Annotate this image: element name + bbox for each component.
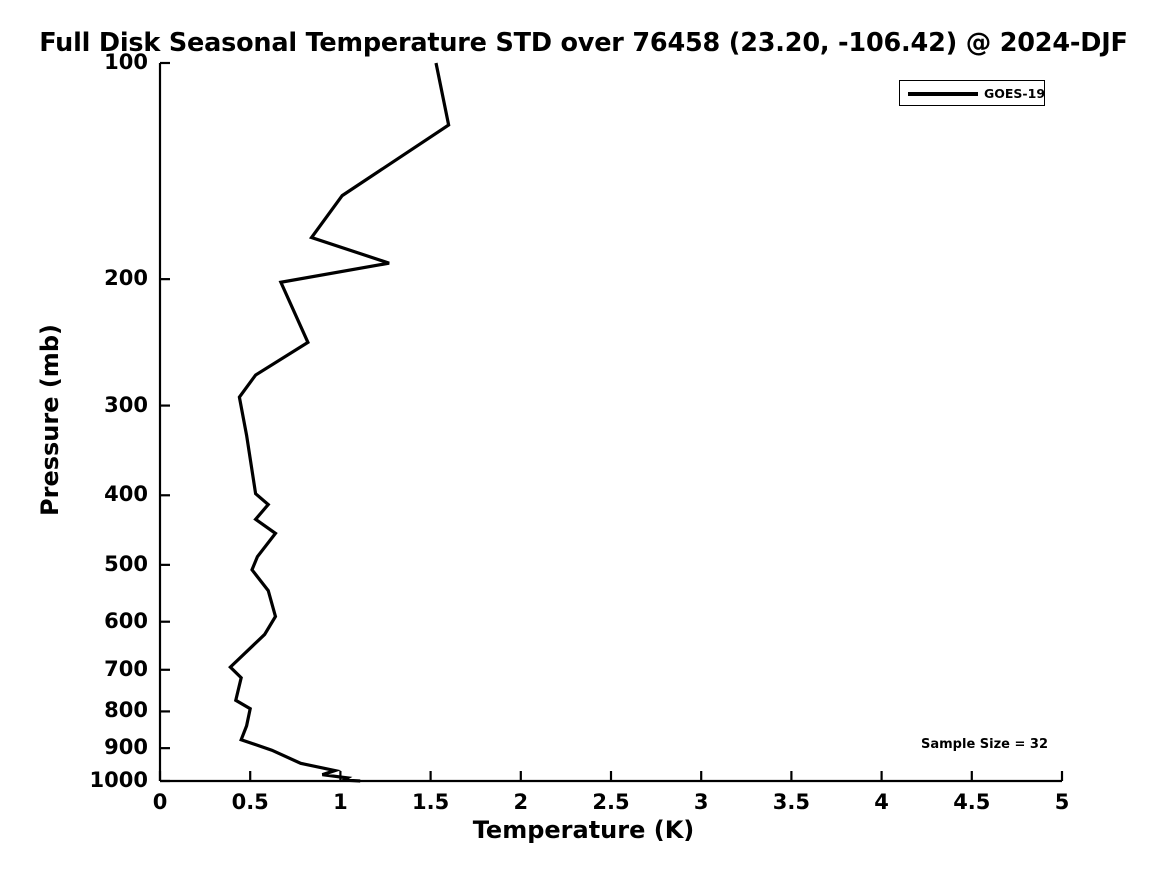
x-tick-label: 4.5 [953, 790, 991, 814]
x-tick-label: 0.5 [231, 790, 269, 814]
y-tick-label: 300 [104, 392, 148, 417]
y-tick-label: 1000 [89, 768, 148, 792]
x-tick-label: 0 [152, 790, 168, 814]
legend-box: GOES-19 [899, 80, 1045, 106]
y-tick-label: 500 [104, 551, 148, 576]
x-tick-label: 2.5 [592, 790, 630, 814]
legend-line-swatch [908, 92, 978, 96]
x-tick-label: 3.5 [772, 790, 810, 814]
ticks-group [158, 61, 1064, 783]
y-tick-label: 400 [104, 482, 148, 507]
x-axis-label: Temperature (K) [472, 816, 695, 844]
y-tick-label: 800 [104, 698, 148, 723]
y-tick-label: 700 [104, 656, 148, 681]
x-tick-label: 4 [874, 790, 889, 814]
x-tick-label: 3 [693, 790, 709, 814]
y-tick-label: 200 [104, 266, 148, 291]
y-tick-label: 100 [104, 50, 148, 74]
data-series-group [228, 62, 451, 783]
y-tick-label: 900 [104, 735, 148, 760]
x-tick-label: 2 [513, 790, 529, 814]
y-tick-label: 600 [104, 608, 148, 633]
x-tick-label: 1 [333, 790, 348, 814]
legend-label: GOES-19 [984, 86, 1046, 101]
data-line-goes-19 [228, 62, 451, 783]
chart-title: Full Disk Seasonal Temperature STD over … [39, 28, 1128, 58]
axes-group [158, 63, 1062, 783]
x-tick-label: 5 [1054, 790, 1070, 814]
x-tick-label: 1.5 [411, 790, 450, 814]
sample-size-annotation: Sample Size = 32 [921, 737, 1049, 752]
